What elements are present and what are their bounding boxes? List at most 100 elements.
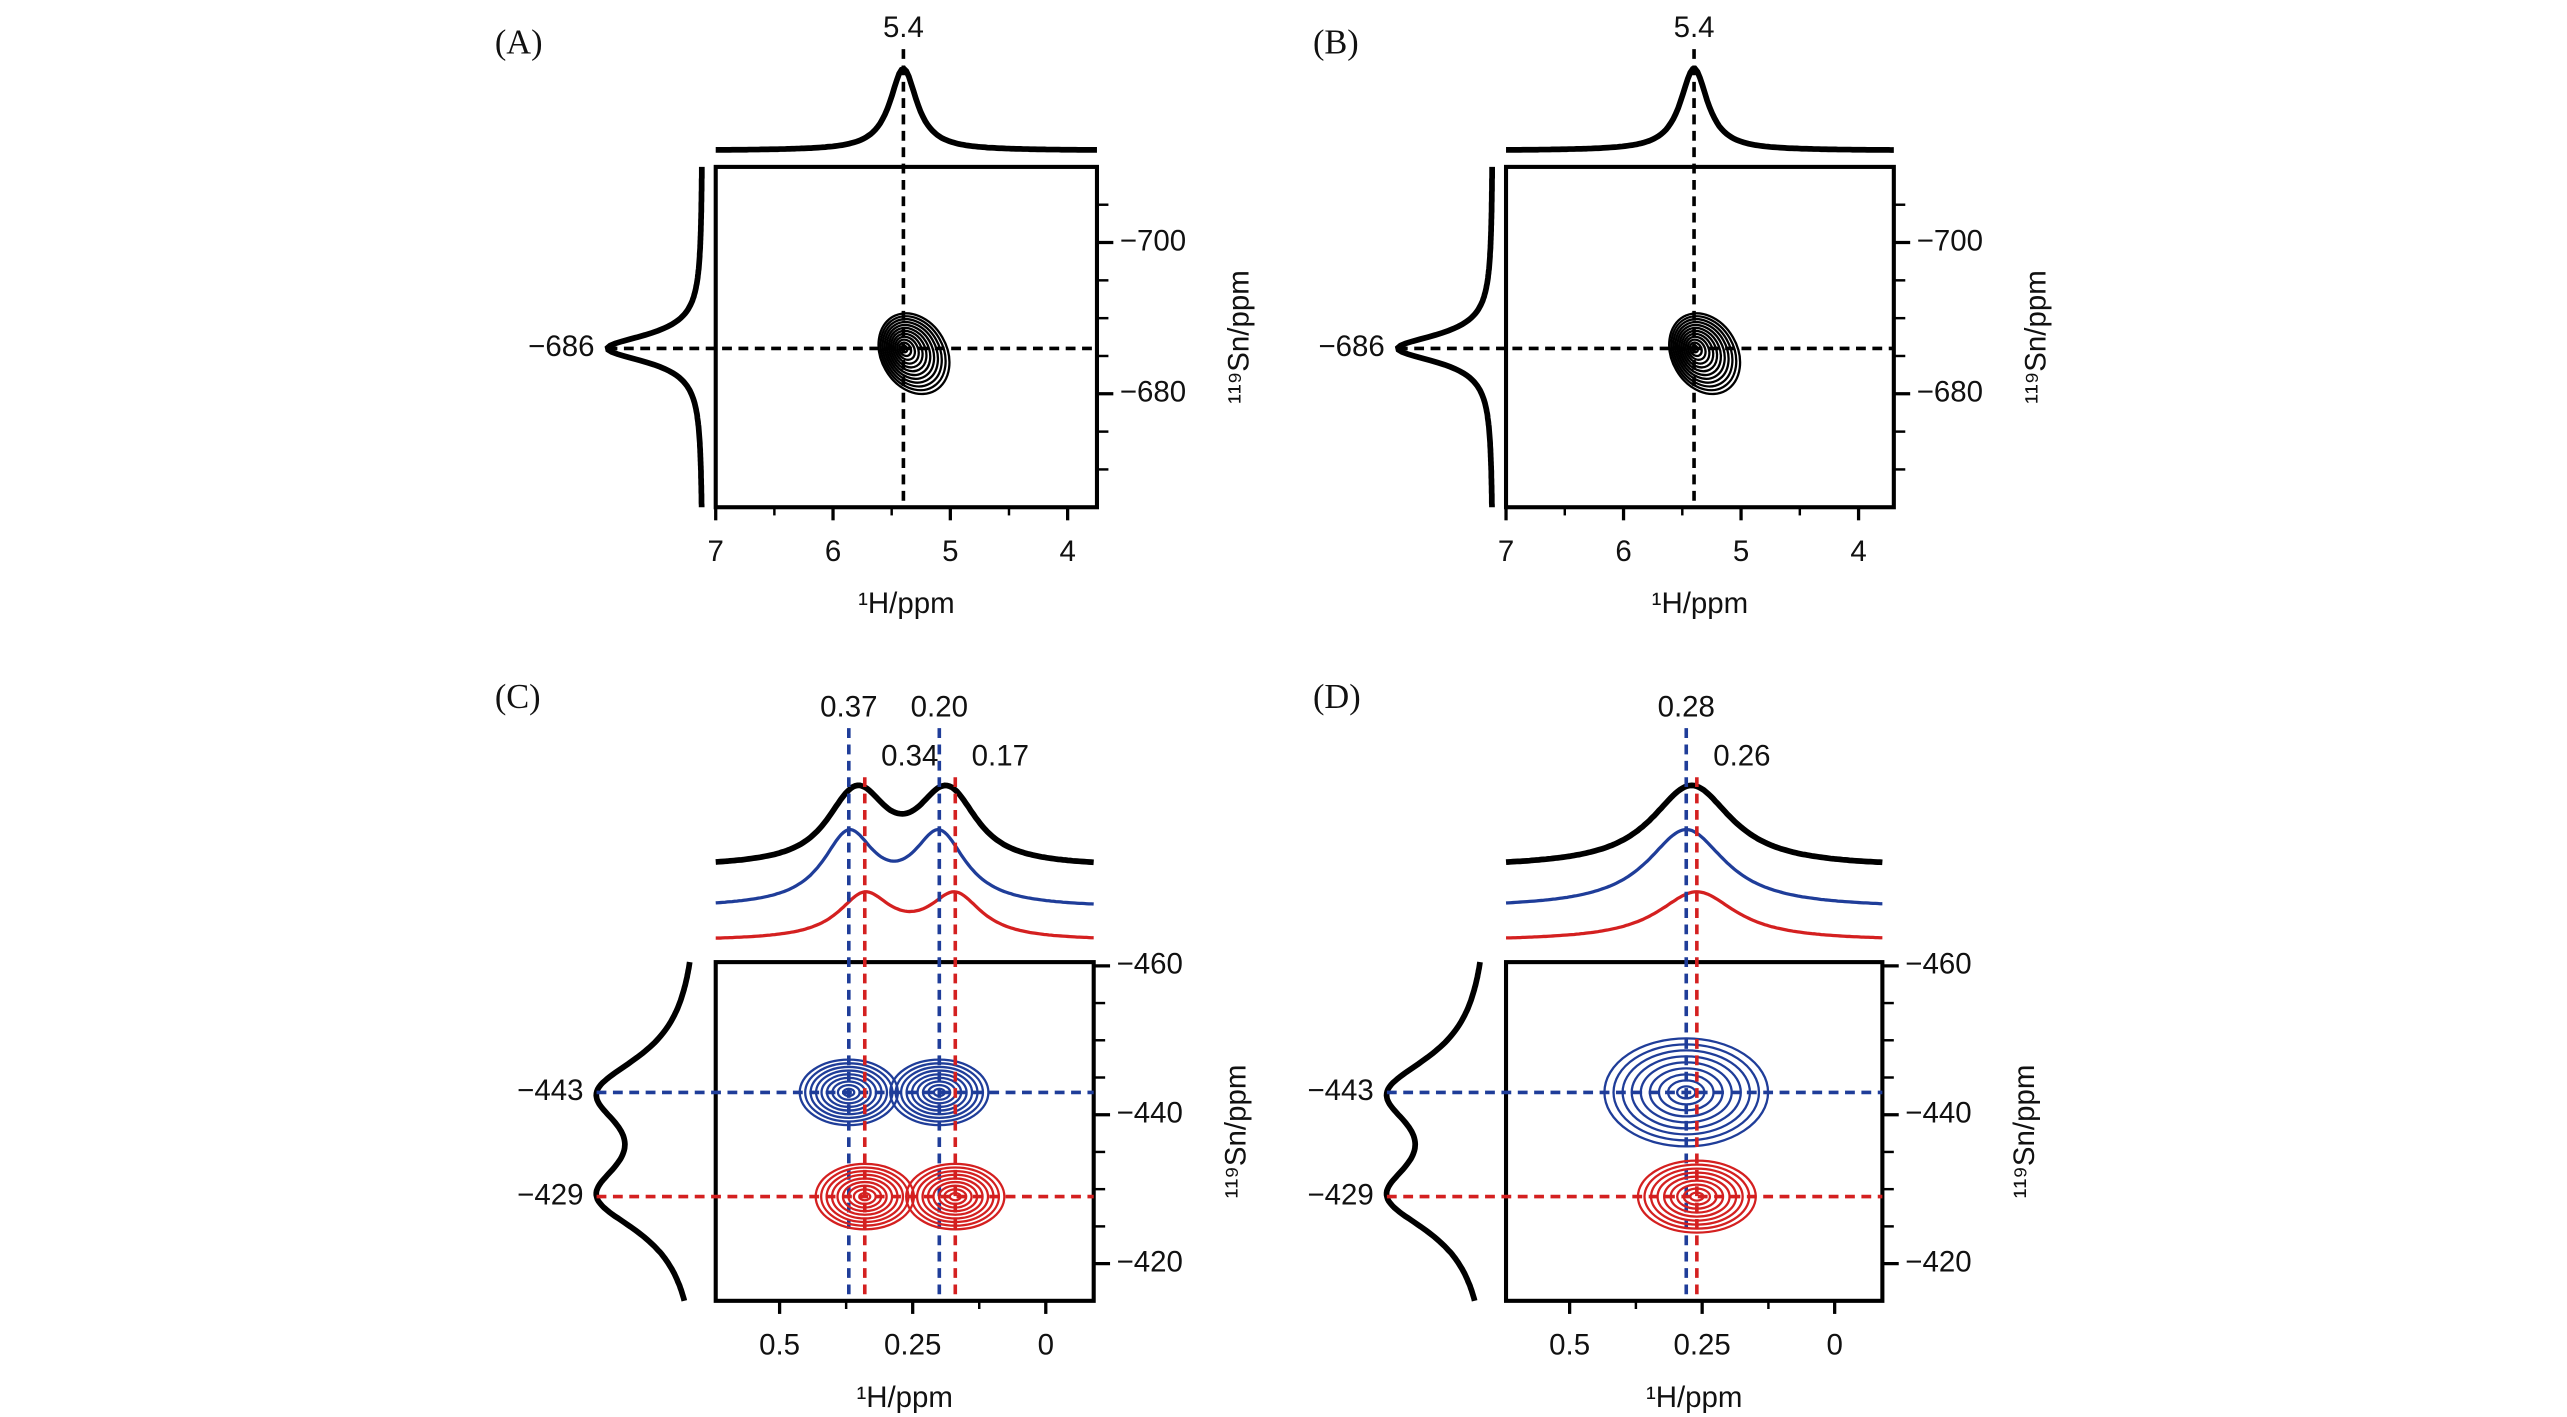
projection-component (1505, 827, 1883, 906)
y-tick-label: −460 (1905, 948, 1971, 981)
contour (1656, 1171, 1738, 1222)
contour (915, 1170, 995, 1224)
contour (926, 1177, 984, 1216)
contour (1668, 312, 1742, 396)
contour (1648, 1067, 1724, 1118)
contour (1672, 318, 1734, 388)
projection-side (593, 961, 693, 1302)
contour (893, 335, 920, 365)
projection-component (715, 890, 1094, 940)
x-tick-label: 0 (1038, 1328, 1054, 1361)
x-tick-label: 0.25 (884, 1328, 941, 1361)
contour (825, 1076, 872, 1109)
y-tick-label: −460 (1117, 948, 1183, 981)
projection-total (1505, 782, 1883, 866)
plot-frame (713, 164, 1100, 510)
contour (1684, 335, 1711, 365)
contour (877, 312, 951, 396)
projection-component (715, 827, 1094, 906)
contour (1682, 1187, 1712, 1206)
x-tick-label: 0.25 (1674, 1328, 1731, 1361)
contour (891, 332, 924, 369)
x-axis-title: ¹H/ppm (1646, 1381, 1743, 1414)
contour (896, 338, 917, 361)
contour (804, 1062, 894, 1123)
x-tick-label: 4 (1059, 535, 1075, 568)
contour (905, 1069, 974, 1116)
contour (847, 1184, 883, 1209)
contour (937, 1184, 973, 1209)
contour (1657, 1073, 1715, 1112)
contour (1643, 1163, 1751, 1230)
projection-side (1394, 166, 1495, 508)
peak-y-label: −429 (1307, 1178, 1373, 1211)
projection-total (715, 782, 1094, 866)
projection-side (1383, 961, 1483, 1302)
contour (1649, 1167, 1744, 1226)
contour (1680, 329, 1719, 373)
projection-total (715, 65, 1097, 153)
x-tick-label: 7 (708, 535, 724, 568)
contour (927, 1083, 952, 1101)
x-tick-label: 6 (1615, 535, 1631, 568)
y-tick-label: −700 (1120, 224, 1186, 257)
contour (858, 1191, 872, 1202)
contour (932, 1087, 946, 1098)
y-tick-label: −420 (1905, 1245, 1971, 1278)
x-tick-label: 0 (1826, 1328, 1842, 1361)
contour (889, 1058, 990, 1127)
peak-y-label: −686 (528, 330, 594, 363)
peak-x-label: 0.37 (820, 690, 877, 723)
contour (820, 1073, 878, 1112)
y-axis-title: ¹¹⁹Sn/ppm (1223, 270, 1256, 404)
contour (900, 344, 909, 354)
contour (905, 1162, 1006, 1231)
contour (1688, 341, 1703, 358)
contour (894, 1062, 985, 1123)
contour (842, 1087, 856, 1098)
panel-label: (A) (495, 24, 543, 62)
contour (1690, 344, 1700, 354)
contour (916, 1076, 963, 1109)
contour (825, 1170, 905, 1224)
y-axis-title: ¹¹⁹Sn/ppm (2008, 1065, 2041, 1199)
contour (841, 1180, 888, 1213)
contour (1669, 1179, 1725, 1214)
x-tick-label: 0.5 (1549, 1328, 1590, 1361)
peak-x-label: 0.34 (881, 739, 938, 772)
x-tick-label: 5 (1733, 535, 1749, 568)
y-tick-label: −440 (1117, 1097, 1183, 1130)
contour (1676, 323, 1726, 380)
contour (898, 341, 913, 358)
contour (1630, 1055, 1742, 1130)
contour (881, 318, 943, 388)
contour (948, 1191, 962, 1202)
contour (1636, 1159, 1757, 1234)
contour (1662, 1175, 1731, 1218)
contour (1674, 320, 1730, 384)
contour (814, 1069, 883, 1116)
peak-x-label: 0.26 (1713, 739, 1770, 772)
x-tick-label: 4 (1850, 535, 1866, 568)
contour (852, 1188, 877, 1206)
contour (921, 1173, 990, 1220)
plot-frame (1503, 960, 1885, 1303)
plot-frame (1503, 164, 1896, 510)
y-axis-title: ¹¹⁹Sn/ppm (2020, 270, 2053, 404)
y-tick-label: −700 (1917, 224, 1983, 257)
peak-x-label: 5.4 (883, 11, 924, 44)
contour (798, 1058, 900, 1127)
contour (1612, 1043, 1761, 1142)
x-tick-label: 0.5 (759, 1328, 800, 1361)
plot-frame (713, 960, 1096, 1303)
peak-x-label: 0.17 (972, 739, 1029, 772)
projection-side (604, 166, 705, 508)
y-axis-title: ¹¹⁹Sn/ppm (1219, 1065, 1252, 1199)
contour (932, 1180, 979, 1213)
peak-x-label: 0.28 (1658, 690, 1715, 723)
y-tick-label: −440 (1905, 1097, 1971, 1130)
x-axis-title: ¹H/ppm (1652, 587, 1749, 620)
contour (809, 1065, 889, 1119)
panel-label: (D) (1313, 678, 1361, 716)
x-tick-label: 6 (825, 535, 841, 568)
